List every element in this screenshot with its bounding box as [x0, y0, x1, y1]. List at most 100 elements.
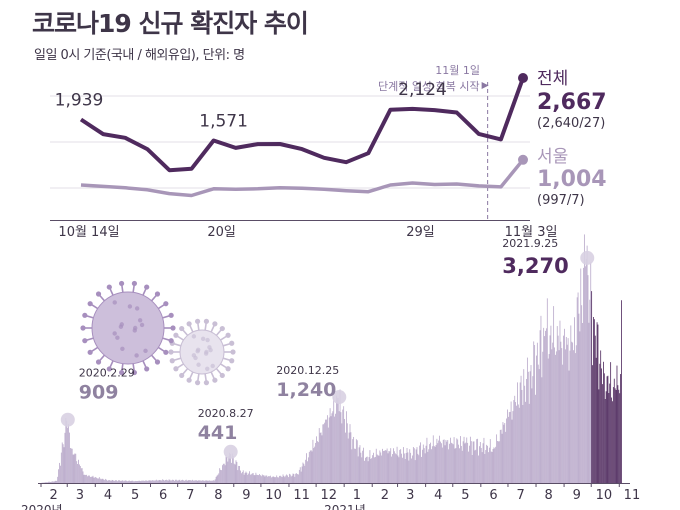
daily-bar [339, 389, 341, 483]
daily-bar [467, 442, 469, 483]
daily-bar [499, 429, 501, 483]
month-tick-label: 1 [353, 488, 361, 503]
daily-bar [92, 475, 94, 483]
daily-bar [49, 481, 50, 483]
daily-bar [288, 473, 290, 483]
daily-bar [107, 480, 109, 483]
daily-bar [472, 441, 474, 483]
daily-bar [286, 474, 288, 483]
daily-bar [268, 476, 269, 483]
daily-bar [517, 404, 519, 483]
daily-bar [204, 480, 206, 483]
month-tick-label: 6 [489, 488, 497, 503]
daily-bar [485, 450, 487, 483]
daily-bar [273, 476, 275, 483]
daily-bar [437, 443, 439, 483]
daily-bar [617, 385, 619, 483]
daily-bar [498, 441, 499, 483]
daily-bar [165, 479, 167, 483]
virus-spike-tip [106, 284, 112, 290]
daily-bar [205, 480, 207, 483]
daily-bar [478, 455, 479, 483]
virus-spike-tip [212, 377, 218, 383]
daily-bar [270, 477, 272, 483]
virus-spike-tip [179, 372, 185, 379]
daily-bar [232, 455, 234, 483]
daily-bar [555, 351, 557, 483]
daily-bar [90, 476, 92, 483]
daily-bar [264, 476, 266, 483]
daily-bar [322, 424, 324, 483]
daily-bar [431, 446, 433, 483]
daily-bar [120, 481, 122, 483]
virus-texture [205, 366, 210, 371]
peak-date-label: 2020.12.25 [276, 364, 339, 377]
daily-bar [238, 465, 240, 483]
virus-texture [134, 306, 140, 311]
daily-bar [51, 481, 53, 483]
daily-bar [199, 480, 201, 483]
policy-start-arrow [481, 82, 489, 89]
daily-bar [498, 441, 500, 483]
daily-bar [489, 439, 491, 483]
daily-bar [464, 443, 466, 483]
daily-bar [612, 387, 614, 483]
daily-bar [146, 480, 148, 483]
date-tick-label: 20일 [207, 225, 236, 240]
daily-bar [245, 471, 247, 483]
daily-bar [103, 479, 105, 483]
daily-bar [164, 480, 166, 483]
daily-bar [305, 459, 307, 483]
daily-bar [510, 401, 512, 483]
virus-spike-tip [173, 366, 179, 372]
daily-bar [304, 465, 306, 483]
month-tick-label: 3 [406, 488, 414, 503]
daily-bar [402, 447, 404, 483]
daily-bar [579, 331, 581, 483]
daily-bar [57, 476, 59, 483]
virus-spike-tip [144, 284, 150, 290]
daily-bar [216, 475, 218, 483]
virus-texture [208, 347, 213, 353]
daily-bar [332, 411, 334, 483]
daily-bar [612, 401, 613, 483]
month-tick-label: 6 [159, 488, 167, 503]
daily-bar [494, 448, 496, 483]
daily-bar [463, 436, 465, 483]
daily-bar [318, 428, 320, 483]
daily-bar [209, 480, 211, 483]
daily-bar [190, 480, 192, 483]
daily-bar [70, 448, 72, 483]
daily-bar [161, 480, 163, 483]
daily-bar [229, 452, 231, 483]
national-data-label: 2,124 [398, 80, 447, 100]
daily-bar [105, 478, 107, 483]
daily-bar [432, 435, 434, 483]
daily-bar [300, 471, 302, 483]
daily-bar [208, 480, 210, 483]
daily-bar [597, 324, 599, 483]
daily-bar [243, 474, 245, 483]
daily-bar [163, 479, 164, 483]
daily-bar [142, 480, 144, 483]
daily-bar [400, 449, 402, 483]
daily-bar [603, 361, 604, 483]
daily-bar [316, 436, 317, 483]
daily-bar [275, 477, 277, 483]
daily-bar [160, 480, 162, 483]
virus-spike-tip [82, 312, 88, 318]
daily-bar [378, 455, 380, 483]
peak-date-label: 2021.9.25 [502, 237, 558, 250]
daily-bar [552, 342, 554, 483]
daily-bar [480, 447, 482, 483]
daily-bar [594, 335, 596, 483]
daily-bar [421, 456, 422, 483]
daily-bar [521, 389, 523, 483]
daily-bar [326, 415, 328, 483]
daily-bar [249, 471, 250, 483]
daily-bar [321, 435, 323, 483]
daily-bar [222, 465, 223, 483]
virus-spike-tip [154, 359, 161, 365]
daily-bar [518, 407, 520, 483]
daily-bar [506, 418, 507, 483]
